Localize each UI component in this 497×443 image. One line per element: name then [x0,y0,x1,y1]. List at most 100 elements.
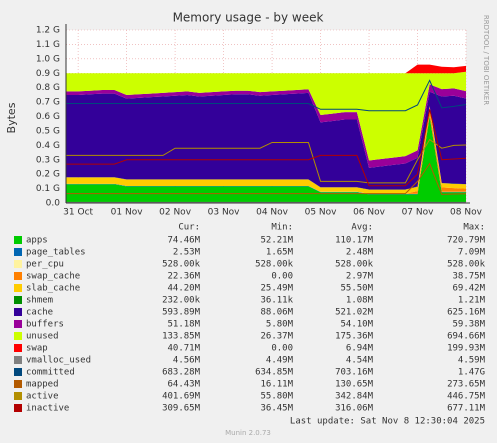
legend-stat: 2.48M [346,248,374,258]
legend-swatch [14,272,22,280]
legend-label: vmalloc_used [26,356,91,366]
legend-stat: 133.85M [162,332,201,342]
legend-stat: 7.09M [458,248,486,258]
legend-label: buffers [26,320,64,330]
legend-stat: 316.06M [335,404,374,414]
legend-stat: 55.50M [340,284,373,294]
x-tick-label: 31 Oct [63,208,93,218]
legend-stat: 36.11k [260,296,293,306]
legend-stat: 22.36M [167,272,200,282]
legend-swatch [14,236,22,244]
y-tick-label: 0.7 G [36,98,60,108]
legend-stat: 51.18M [167,320,200,330]
legend-stat: 4.49M [266,356,294,366]
legend-swatch [14,368,22,376]
y-tick-label: 0.0 [46,199,61,209]
legend-stat: 38.75M [452,272,485,282]
legend-swatch [14,296,22,304]
y-tick-label: 1.0 G [36,54,60,64]
legend-stat: 64.43M [167,380,200,390]
legend-label: per_cpu [26,260,64,270]
legend-stat: 0.00 [271,272,293,282]
x-tick-label: 04 Nov [256,208,289,218]
legend-label: apps [26,236,48,246]
y-tick-label: 0.1 G [36,184,60,194]
legend-label: shmem [26,296,53,306]
legend-stat: 0.00 [271,344,293,354]
x-tick-label: 03 Nov [208,208,241,218]
legend-stat: 74.46M [167,236,200,246]
legend-stat: 528.00k [447,260,486,270]
legend-swatch [14,320,22,328]
legend-stat: 54.10M [340,320,373,330]
y-tick-label: 0.4 G [36,141,60,151]
legend-stat: 40.71M [167,344,200,354]
x-tick-label: 06 Nov [353,208,386,218]
side-note: RRDTOOL / TOBI OETIKER [482,15,490,105]
y-tick-label: 0.5 G [36,126,60,136]
legend-stat: 2.97M [346,272,374,282]
legend-stat: 720.79M [447,236,486,246]
legend-stat: 1.65M [266,248,294,258]
chart-title: Memory usage - by week [173,11,324,25]
legend-stat: 528.00k [335,260,374,270]
stacked-area [66,116,466,203]
legend-stat: 59.38M [452,320,485,330]
legend-stat: 36.45M [260,404,293,414]
legend-stat: 69.42M [452,284,485,294]
y-tick-label: 0.6 G [36,112,60,122]
legend-label: page_tables [26,248,86,258]
stacked-area [66,91,466,190]
legend-swatch [14,404,22,412]
legend-stat: 273.65M [447,380,486,390]
x-tick-label: 05 Nov [305,208,338,218]
stacked-area [66,64,466,74]
legend-label: swap_cache [26,272,80,282]
x-tick-label: 01 Nov [111,208,144,218]
legend-header: Max: [463,223,485,233]
legend-label: mapped [26,380,59,390]
y-tick-label: 0.8 G [36,83,60,93]
legend-stat: 401.69M [162,392,201,402]
legend-label: slab_cache [26,284,80,294]
legend-stat: 110.17M [335,236,374,246]
legend-label: unused [26,332,59,342]
legend-header: Avg: [351,223,373,233]
legend-stat: 55.80M [260,392,293,402]
legend-stat: 4.59M [458,356,486,366]
legend-swatch [14,260,22,268]
legend-stat: 593.89M [162,308,201,318]
x-tick-label: 02 Nov [159,208,192,218]
legend-label: active [26,392,59,402]
version: Munin 2.0.73 [225,429,271,437]
legend-stat: 44.20M [167,284,200,294]
y-axis-label: Bytes [5,102,18,133]
legend-stat: 1.47G [458,368,485,378]
legend-stat: 52.21M [260,236,293,246]
x-tick-label: 07 Nov [402,208,435,218]
series-line [66,162,467,195]
legend-stat: 175.36M [335,332,374,342]
y-tick-label: 1.2 G [36,26,60,36]
legend-label: committed [26,368,75,378]
legend-swatch [14,332,22,340]
legend-swatch [14,248,22,256]
legend-label: swap [26,344,48,354]
legend-stat: 521.02M [335,308,374,318]
legend-swatch [14,308,22,316]
series-line [66,79,467,112]
legend-stat: 309.65M [162,404,201,414]
legend-stat: 1.21M [458,296,486,306]
legend-swatch [14,344,22,352]
legend-stat: 528.00k [162,260,201,270]
legend-stat: 342.84M [335,392,374,402]
legend-label: cache [26,308,53,318]
legend-stat: 25.49M [260,284,293,294]
legend-stat: 88.06M [260,308,293,318]
footer: Last update: Sat Nov 8 12:30:04 2025 [290,417,485,427]
legend-stat: 703.16M [335,368,374,378]
legend-stat: 16.11M [260,380,293,390]
legend-swatch [14,380,22,388]
legend-stat: 528.00k [255,260,294,270]
